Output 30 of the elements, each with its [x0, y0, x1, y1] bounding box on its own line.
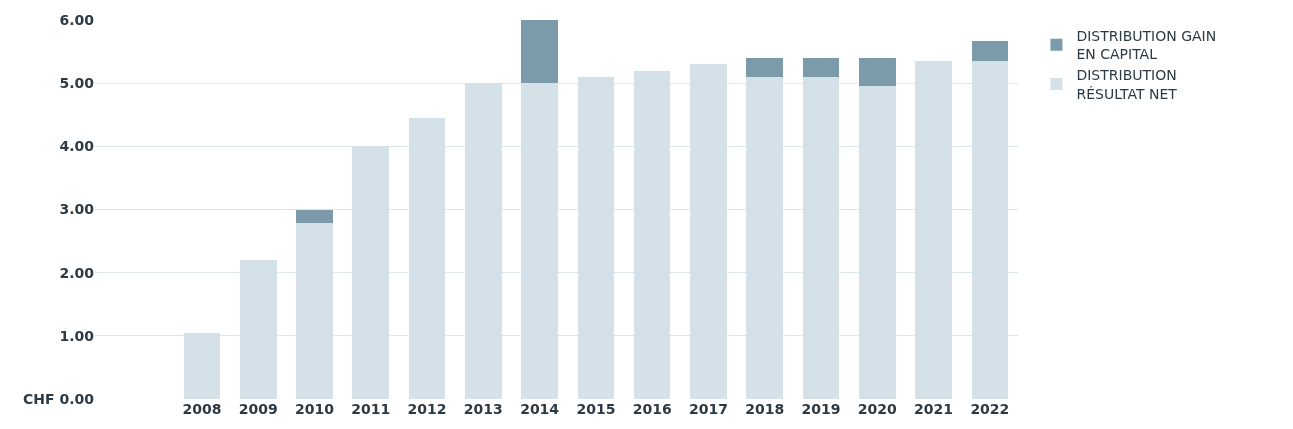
- x-tick-label: 2014: [520, 401, 560, 417]
- bar: [971, 40, 1009, 62]
- x-tick-label: 2010: [295, 401, 335, 417]
- y-tick-label: CHF 0.00: [23, 390, 95, 407]
- legend-label: DISTRIBUTION RÉSULTAT NET: [1076, 67, 1178, 102]
- bar: [521, 20, 558, 84]
- x-tick-label: 2016: [632, 401, 672, 417]
- x-tick-label: 2015: [576, 401, 616, 417]
- y-tick-label: 5.00: [59, 75, 95, 92]
- x-tick-label: 2013: [463, 401, 503, 417]
- y-tick-label: 1.00: [59, 327, 95, 344]
- x-tick-label: 2019: [801, 401, 841, 417]
- x-tick-label: 2021: [914, 401, 954, 417]
- x-tick-label: 2012: [407, 401, 447, 417]
- y-tick-label: 3.00: [59, 201, 95, 218]
- bar: [802, 57, 840, 77]
- y-tick-label: 4.00: [59, 138, 95, 155]
- x-tick-label: 2009: [238, 401, 278, 417]
- bar: [746, 57, 784, 77]
- x-tick-label: 2017: [688, 401, 728, 417]
- y-tick-label: 2.00: [59, 264, 95, 281]
- bar: [296, 209, 333, 224]
- legend-label: DISTRIBUTION GAIN EN CAPITAL: [1076, 28, 1217, 63]
- x-tick-label: 2011: [351, 401, 391, 417]
- x-tick-label: 2020: [857, 401, 898, 417]
- x-tick-label: 2008: [182, 401, 222, 417]
- x-tick-label: 2022: [970, 401, 1010, 417]
- y-tick-label: 6.00: [59, 11, 95, 28]
- bar: [859, 57, 896, 87]
- x-tick-label: 2018: [745, 401, 785, 417]
